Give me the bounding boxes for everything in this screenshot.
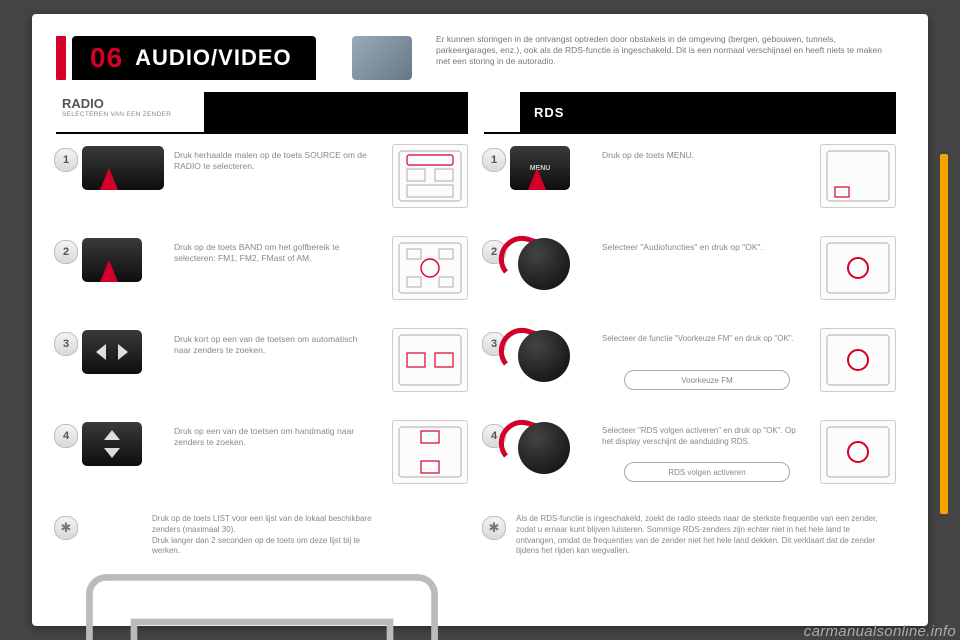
step-text: Druk op de toets BAND om het golfbereik … [174,242,372,265]
rotary-knob [518,238,570,290]
keypad-thumb [56,544,468,640]
step-text: Druk op een van de toetsen om handmatig … [174,426,372,449]
bulb-icon: ✱ [482,516,506,540]
left-tip: ✱ Druk op de toets LIST voor een lijst v… [56,508,468,584]
page: 06 AUDIO/VIDEO Er kunnen storingen in de… [32,14,928,626]
tip-text: Druk op de toets LIST voor een lijst van… [152,514,378,557]
keypad-thumb [392,328,468,392]
edge-tab [940,154,948,514]
keypad-thumb [392,236,468,300]
col-header-left: RADIO SELECTEREN VAN EEN ZENDER [56,92,468,134]
keypad-thumb [820,236,896,300]
column-radio: RADIO SELECTEREN VAN EEN ZENDER 1 Druk h… [56,92,468,584]
keypad-thumb [392,144,468,208]
col-title-radio: RADIO [62,96,204,111]
manual-buttons [82,422,142,466]
up-arrow-icon [100,168,118,190]
step-text: Selecteer "Audiofuncties" en druk op "OK… [602,242,800,253]
col-subtitle-radio: SELECTEREN VAN EEN ZENDER [62,111,204,118]
section-title: AUDIO/VIDEO [135,45,315,71]
watermark: carmanualsonline.info [804,623,956,640]
right-step-2: 2 Selecteer "Audiofuncties" en druk op "… [484,234,896,318]
left-step-2: 2 Druk op de toets BAND om het golfberei… [56,234,468,318]
tip-text: Als de RDS-functie is ingeschakeld, zoek… [516,514,884,557]
bulb-icon: ✱ [54,516,78,540]
left-step-4: 4 Druk op een van de toetsen om handmati… [56,418,468,502]
col-header-right: RDS [484,92,896,134]
rotary-knob [518,330,570,382]
right-tip: ✱ Als de RDS-functie is ingeschakeld, zo… [484,508,896,584]
up-arrow-icon [100,260,118,282]
rotary-knob [518,422,570,474]
seek-buttons [82,330,142,374]
left-step-1: 1 Druk herhaalde malen op de toets SOURC… [56,142,468,226]
step-text: Druk op de toets MENU. [602,150,800,161]
step-text: Selecteer "RDS volgen activeren" en druk… [602,426,800,448]
source-button [82,146,164,190]
step-badge: 2 [54,240,78,264]
step-badge: 3 [54,332,78,356]
step-text: Druk kort op een van de toetsen om autom… [174,334,372,357]
keypad-thumb [820,328,896,392]
header-tab: 06 AUDIO/VIDEO [72,36,316,80]
col-title-rds: RDS [520,92,896,132]
right-step-1: 1 MENU Druk op de toets MENU. [484,142,896,226]
step-badge: 4 [54,424,78,448]
option-pill: Voorkeuze FM [624,370,790,390]
option-pill: RDS volgen activeren [624,462,790,482]
accent-strip [56,36,66,80]
section-number: 06 [72,42,135,74]
left-step-3: 3 Druk kort op een van de toetsen om aut… [56,326,468,410]
step-badge: 1 [54,148,78,172]
keypad-thumb [820,420,896,484]
keypad-thumb [392,420,468,484]
column-rds: RDS 1 MENU Druk op de toets MENU. 2 Sele… [484,92,896,584]
right-step-4: 4 Selecteer "RDS volgen activeren" en dr… [484,418,896,502]
keypad-thumb [820,144,896,208]
intro-blurb: Er kunnen storingen in de ontvangst optr… [436,34,896,67]
step-badge: 1 [482,148,506,172]
step-text: Druk herhaalde malen op de toets SOURCE … [174,150,372,173]
media-icon [352,36,412,80]
step-text: Selecteer de functie "Voorkeuze FM" en d… [602,334,800,345]
right-step-3: 3 Selecteer de functie "Voorkeuze FM" en… [484,326,896,410]
up-arrow-icon [528,168,546,190]
